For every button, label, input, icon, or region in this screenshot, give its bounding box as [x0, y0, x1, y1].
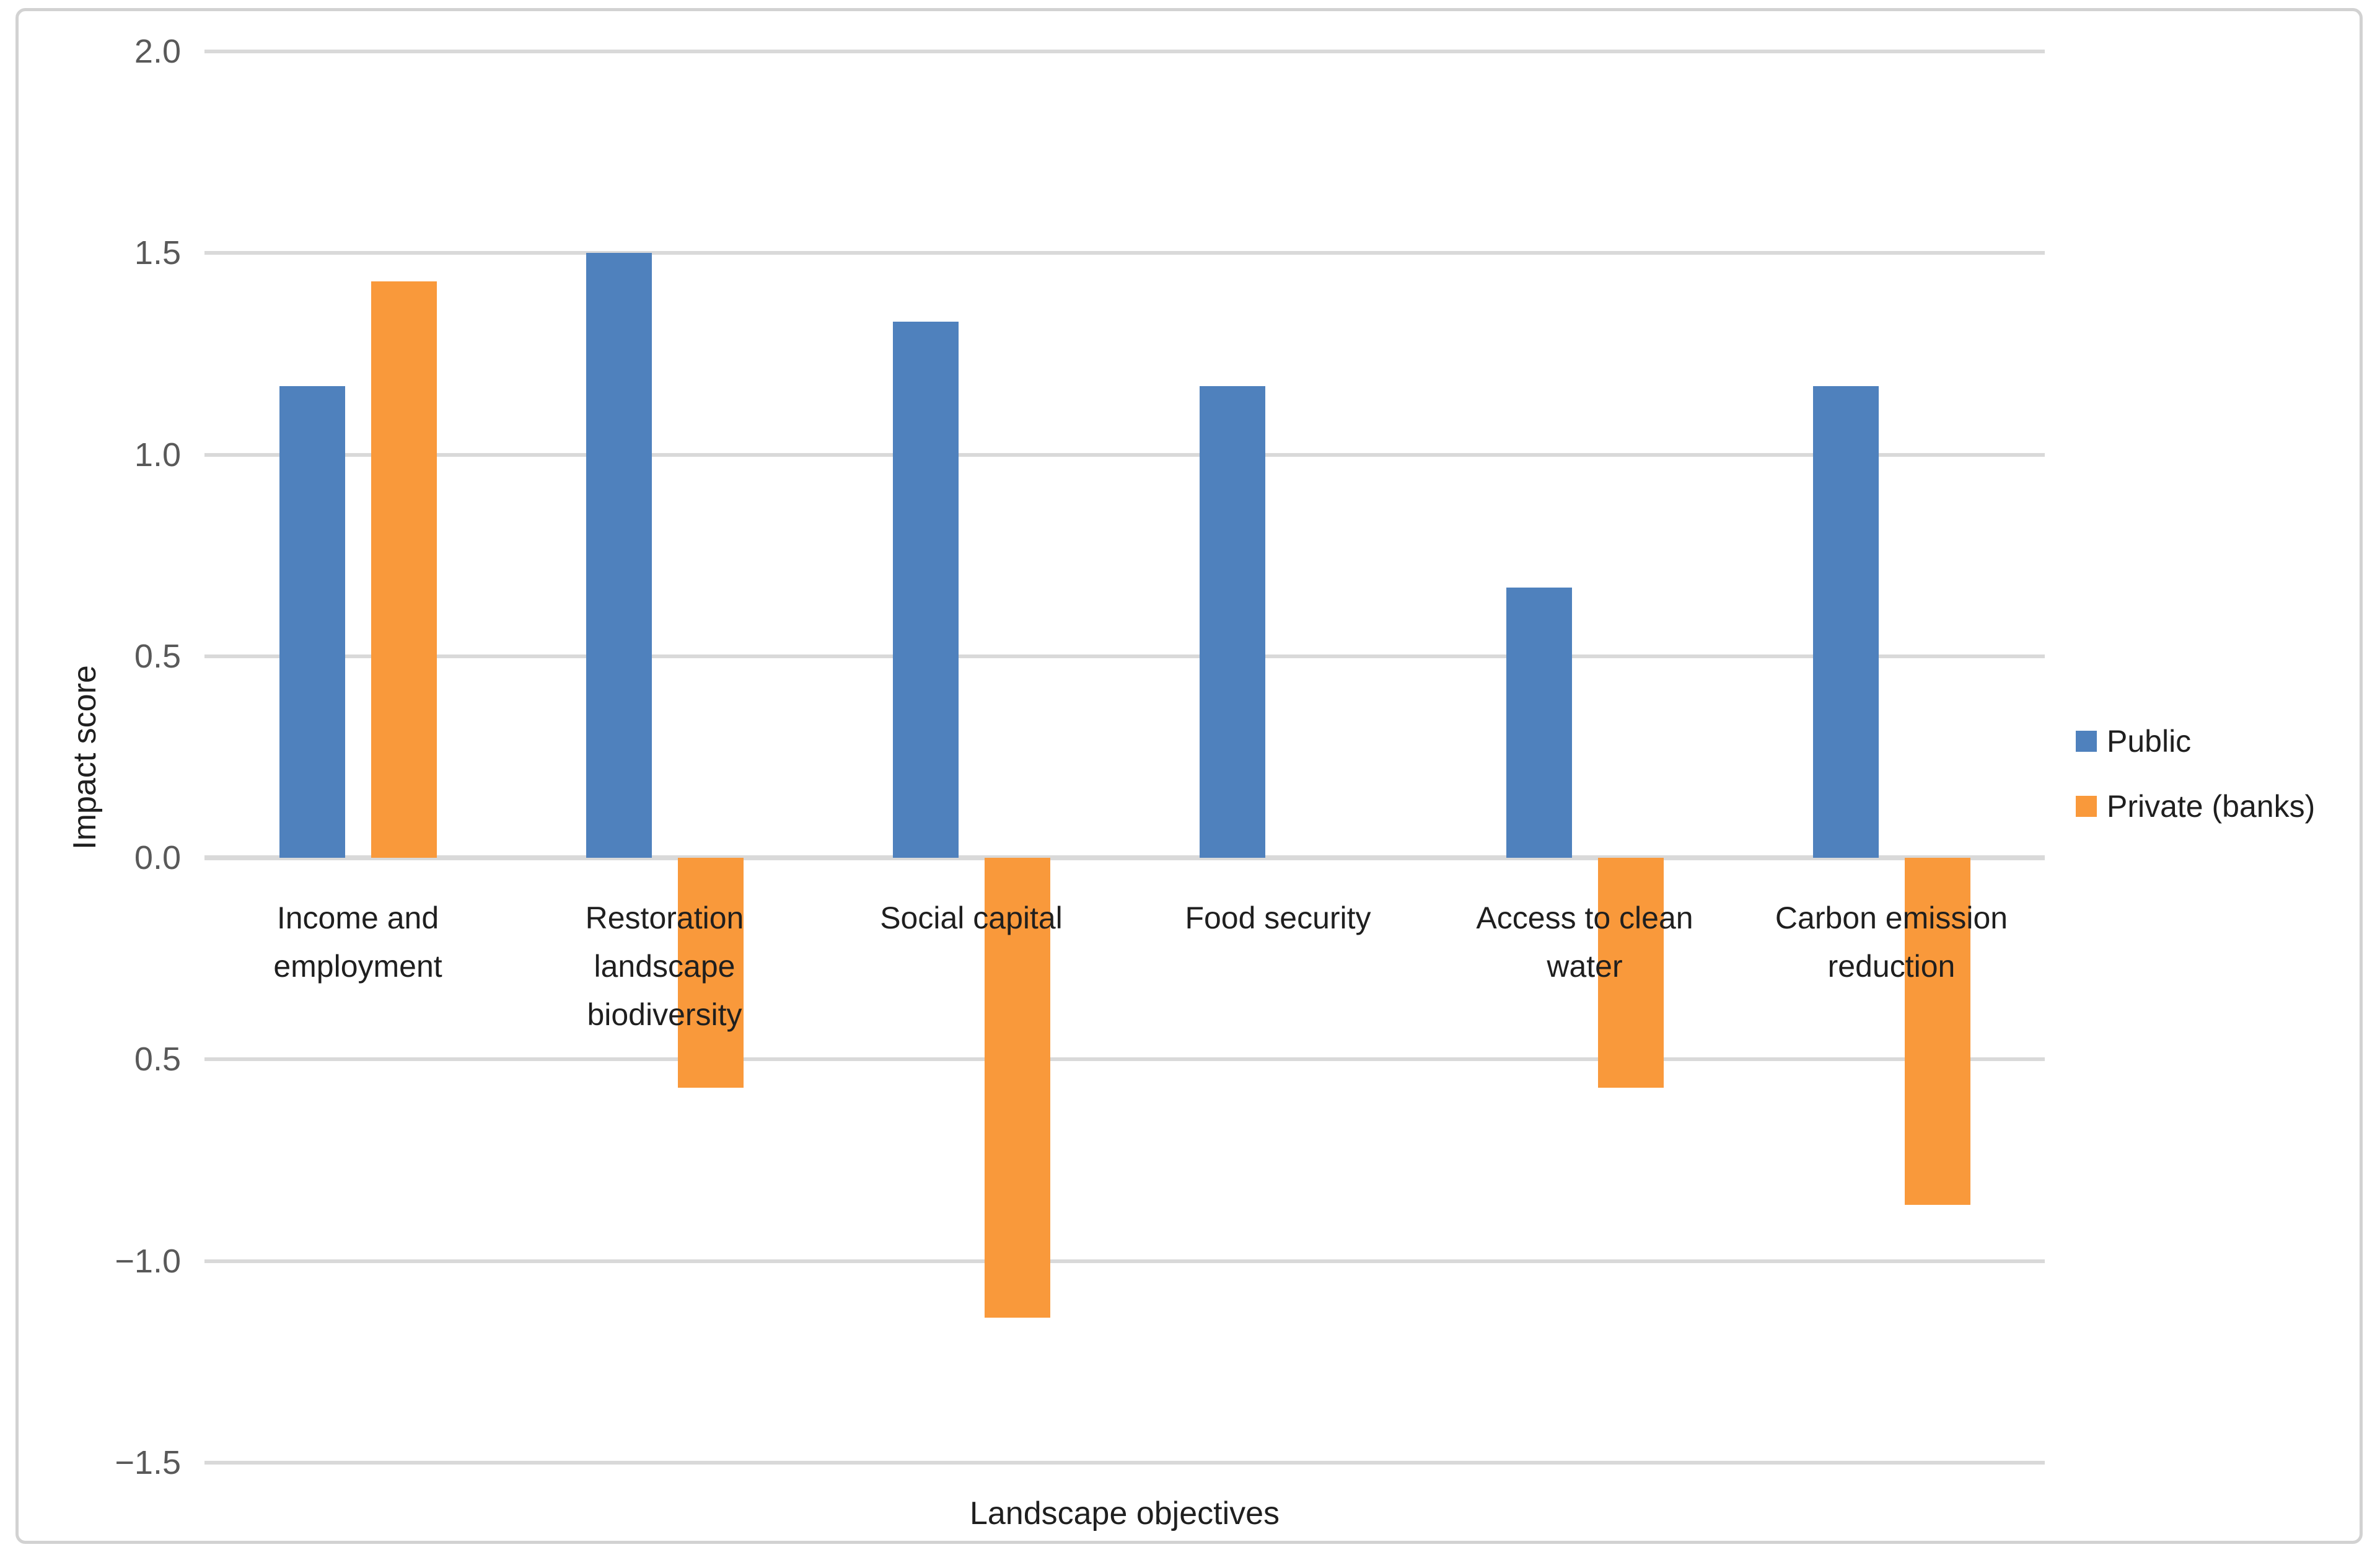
gridline-4 [204, 855, 2045, 861]
category-label-restoration-landscape-biodiversity: Restoration landscape biodiversity [585, 901, 744, 1032]
legend-item-private-banks: Private (banks) [2076, 788, 2315, 824]
gridline-0 [204, 50, 2045, 53]
legend-label-private-banks: Private (banks) [2107, 789, 2316, 824]
category-label-carbon-emission-reduction: Carbon emission reduction [1775, 901, 2008, 984]
gridline-6 [204, 1259, 2045, 1263]
bar-public-income-and-employment [279, 386, 345, 858]
legend-item-public: Public [2076, 723, 2191, 759]
gridline-3 [204, 654, 2045, 658]
legend-swatch-private-banks [2076, 796, 2097, 817]
category-label-food-security: Food security [1185, 901, 1371, 935]
bar-public-social-capital [892, 321, 959, 858]
gridline-1 [204, 251, 2045, 255]
bar-public-carbon-emission-reduction [1812, 386, 1879, 858]
y-tick-label-3: 0.5 [134, 637, 181, 675]
bar-private-banks-restoration-landscape-biodiversity [677, 858, 744, 1088]
legend-label-public: Public [2107, 724, 2192, 759]
bar-private-banks-social-capital [984, 858, 1050, 1318]
gridline-7 [204, 1461, 2045, 1465]
gridline-5 [204, 1057, 2045, 1062]
bar-public-access-to-clean-water [1506, 588, 1572, 858]
y-tick-label-5: 0.5 [134, 1041, 181, 1078]
y-tick-label-4: 0.0 [134, 839, 181, 877]
y-tick-label-7: −1.5 [115, 1444, 181, 1481]
y-tick-label-1: 1.5 [134, 234, 181, 272]
legend-swatch-public [2076, 731, 2097, 752]
gridline-2 [204, 452, 2045, 457]
y-tick-label-2: 1.0 [134, 436, 181, 474]
bar-public-restoration-landscape-biodiversity [586, 253, 652, 858]
bar-private-banks-access-to-clean-water [1597, 858, 1664, 1088]
x-axis-title: Landscape objectives [969, 1496, 1280, 1531]
category-label-access-to-clean-water: Access to clean water [1476, 901, 1693, 984]
bar-private-banks-carbon-emission-reduction [1904, 858, 1970, 1205]
bar-private-banks-income-and-employment [371, 281, 437, 858]
category-label-income-and-employment: Income and employment [273, 901, 442, 984]
bar-public-food-security [1199, 386, 1265, 858]
y-axis-title: Impact score [67, 665, 103, 850]
y-tick-label-6: −1.0 [115, 1242, 181, 1280]
y-tick-label-0: 2.0 [134, 33, 181, 70]
category-label-social-capital: Social capital [880, 901, 1063, 935]
